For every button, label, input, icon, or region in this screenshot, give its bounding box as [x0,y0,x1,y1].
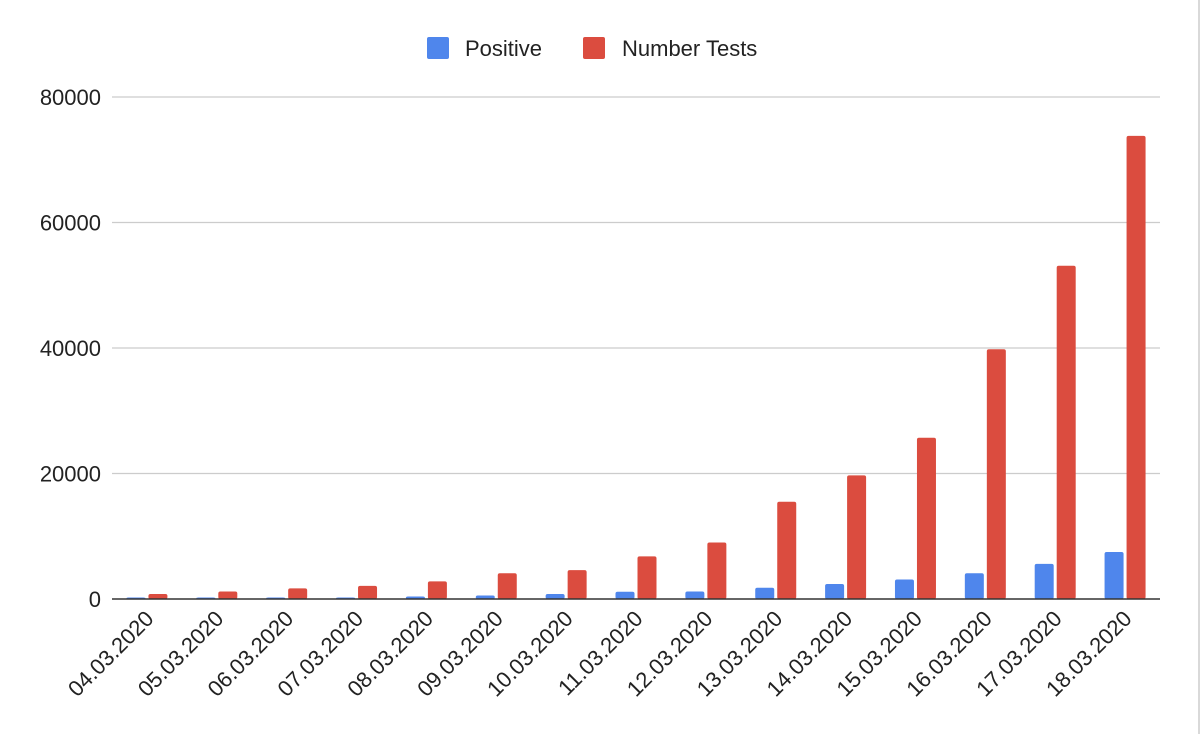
legend-label-positive: Positive [465,36,542,61]
bar-positive [685,591,705,599]
bar-number-tests [218,591,238,599]
bar-number-tests [1056,265,1076,599]
bar-positive [1104,551,1124,599]
y-tick-label: 60000 [40,211,101,236]
y-tick-label: 40000 [40,336,101,361]
bars [126,135,1146,599]
bar-number-tests [986,349,1006,599]
bar-number-tests [916,437,936,599]
legend-label-number-tests: Number Tests [622,36,757,61]
legend-swatch-positive [427,37,449,59]
x-axis: 04.03.202005.03.202006.03.202007.03.2020… [63,598,1160,701]
bar-number-tests [497,573,517,599]
bar-positive [894,579,914,599]
legend: Positive Number Tests [427,36,757,61]
bar-number-tests [427,581,447,599]
bar-number-tests [148,593,168,599]
bar-positive [1034,563,1054,599]
bar-number-tests [707,542,727,599]
bar-number-tests [567,570,587,599]
gridlines [112,96,1160,475]
bar-number-tests [637,556,657,599]
bar-positive [964,573,984,599]
legend-swatch-number-tests [583,37,605,59]
y-tick-label: 20000 [40,462,101,487]
y-tick-label: 0 [89,587,101,612]
bar-number-tests [1126,135,1146,599]
bar-number-tests [288,588,308,599]
bar-positive [825,583,845,599]
y-axis: 0 20000 40000 60000 80000 [40,85,101,612]
bar-number-tests [358,585,378,599]
bar-number-tests [847,475,867,599]
bar-positive [755,587,775,599]
bar-positive [475,595,495,599]
bar-number-tests [777,501,797,599]
bar-positive [545,593,565,599]
bar-positive [615,591,635,599]
y-tick-label: 80000 [40,85,101,110]
